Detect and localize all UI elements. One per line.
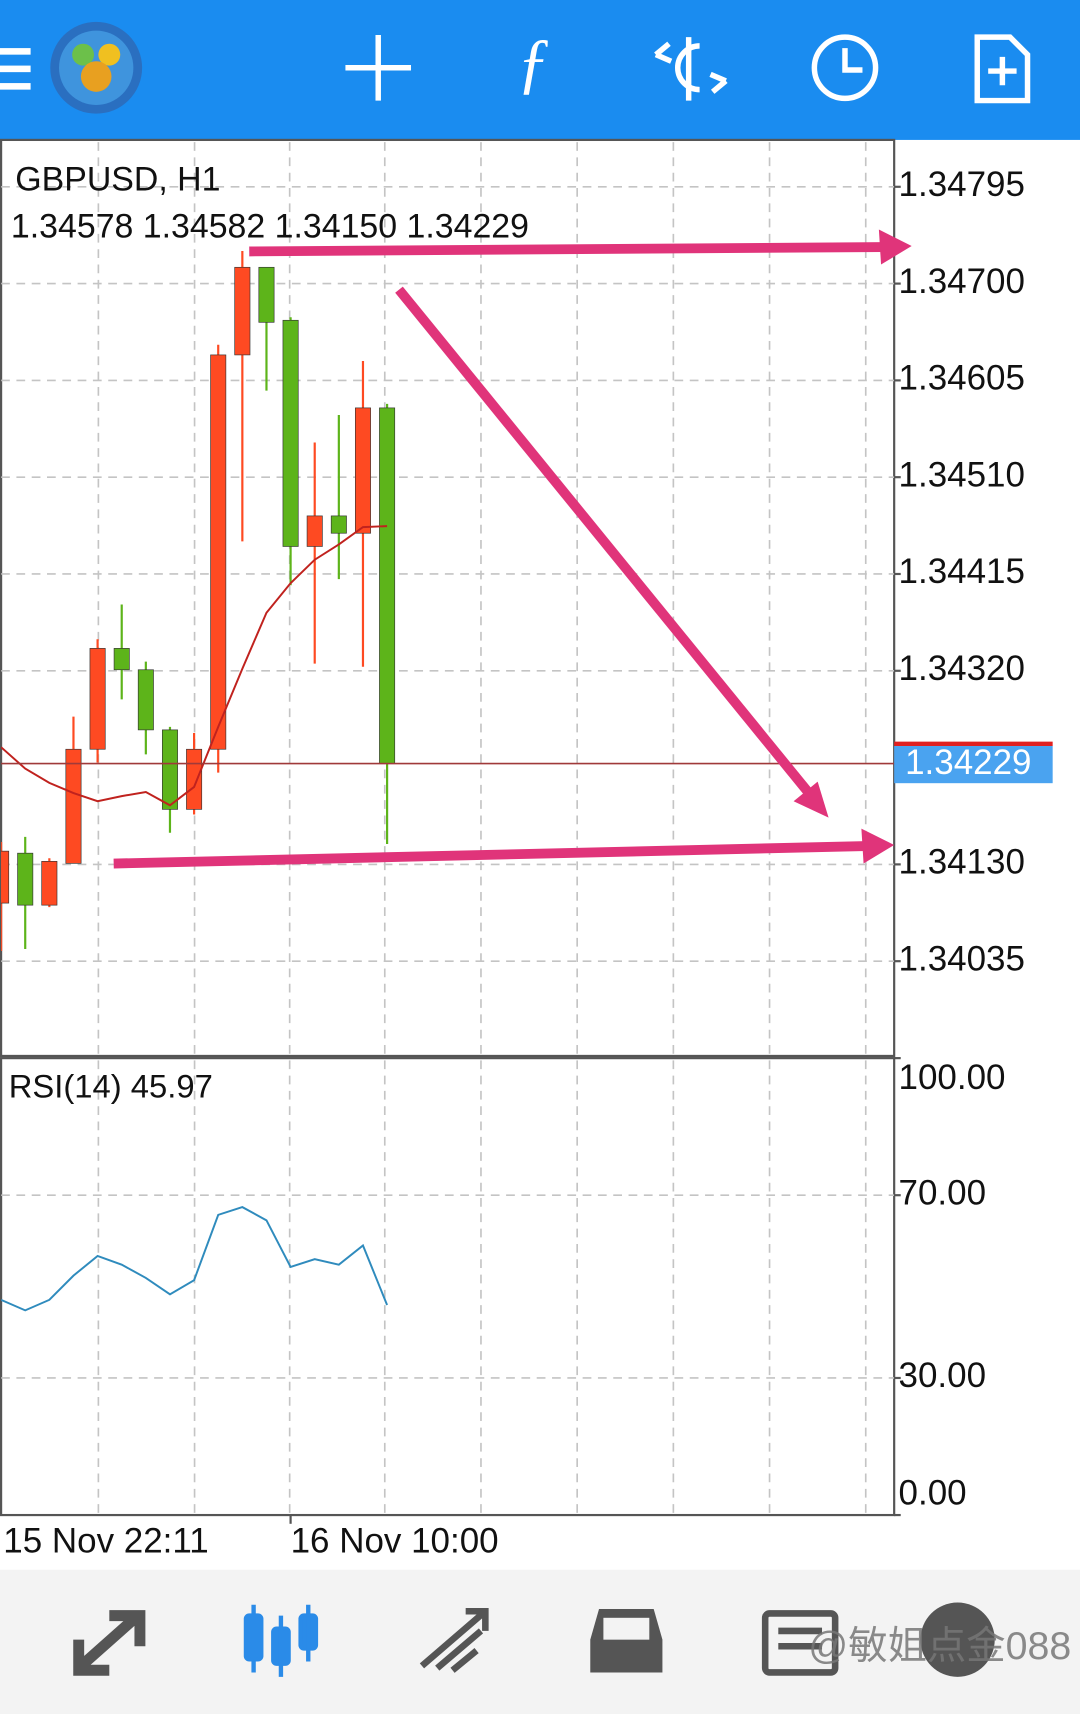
y-tick-label: 1.34320 bbox=[899, 649, 1025, 688]
candle-body bbox=[137, 669, 154, 731]
candle-body bbox=[210, 354, 227, 750]
trade-tab[interactable] bbox=[419, 1607, 489, 1673]
trade-button[interactable] bbox=[654, 37, 728, 101]
candle-body bbox=[65, 748, 82, 864]
new-order-button[interactable] bbox=[974, 34, 1031, 104]
quotes-tab[interactable] bbox=[73, 1610, 146, 1676]
annotation-arrows bbox=[113, 229, 912, 869]
y-tick-label: 1.34130 bbox=[899, 843, 1025, 882]
current-price-box bbox=[894, 746, 1053, 784]
axes: 1.34795 1.34700 1.34605 1.34510 1.34415 1.343… bbox=[289, 165, 1053, 1561]
settings-tab[interactable] bbox=[920, 1602, 995, 1677]
rsi-title: RSI(14) 45.97 bbox=[9, 1067, 213, 1104]
y-tick-label: 30.00 bbox=[899, 1356, 987, 1395]
y-tick-label: 1.34700 bbox=[899, 262, 1025, 301]
candle-body bbox=[113, 648, 130, 671]
timeframe-button[interactable] bbox=[811, 34, 879, 102]
x-tick-label: 16 Nov 10:00 bbox=[291, 1522, 499, 1561]
bottom-nav: @敏姐点金088 bbox=[0, 1569, 1080, 1714]
candle-body bbox=[354, 407, 371, 534]
y-tick-label: 1.34605 bbox=[899, 359, 1025, 398]
chart-title: GBPUSD, H1 bbox=[15, 160, 220, 198]
candle-body bbox=[17, 852, 34, 906]
rsi-plot bbox=[1, 1194, 895, 1379]
candle-body bbox=[330, 515, 347, 534]
price-pane bbox=[0, 138, 896, 1058]
candle-body bbox=[89, 648, 106, 750]
y-tick-label: 100.00 bbox=[899, 1058, 1006, 1097]
y-tick-label: 70.00 bbox=[899, 1173, 987, 1212]
y-tick-label: 1.34415 bbox=[899, 552, 1025, 591]
candle-body bbox=[306, 515, 323, 547]
y-tick-label: 0.00 bbox=[899, 1474, 967, 1513]
history-tab[interactable] bbox=[590, 1609, 663, 1673]
app-logo[interactable] bbox=[50, 21, 143, 114]
current-price-label: 1.34229 bbox=[905, 743, 1031, 782]
rsi-pane bbox=[0, 1057, 896, 1517]
candle-body bbox=[161, 729, 178, 810]
candle-body bbox=[282, 319, 299, 547]
candle-body bbox=[1, 850, 10, 904]
bottom-nav-bg bbox=[0, 1569, 1080, 1714]
candle-body bbox=[234, 266, 251, 356]
watermark: @敏姐点金088 bbox=[808, 1624, 1071, 1668]
ohlc-label: 1.34578 1.34582 1.34150 1.34229 bbox=[11, 207, 529, 245]
candle-body bbox=[379, 407, 396, 764]
x-start-label: 15 Nov 22:11 bbox=[3, 1522, 208, 1561]
candle-body bbox=[186, 748, 203, 810]
moving-average bbox=[1, 525, 388, 807]
menu-button[interactable] bbox=[0, 48, 31, 90]
messages-tab[interactable] bbox=[761, 1610, 839, 1676]
candle-body bbox=[258, 266, 275, 323]
price-plot bbox=[1, 185, 895, 963]
y-tick-label: 1.34510 bbox=[899, 455, 1025, 494]
toolbar: ƒ bbox=[0, 0, 1080, 140]
chart-tab[interactable] bbox=[243, 1604, 319, 1677]
crosshair-button[interactable] bbox=[345, 34, 412, 101]
toolbar-bg bbox=[0, 0, 1080, 140]
rsi-line bbox=[1, 1206, 389, 1312]
indicators-button[interactable]: ƒ bbox=[516, 26, 550, 101]
candle-body bbox=[41, 861, 58, 906]
y-tick-label: 1.34035 bbox=[899, 939, 1025, 978]
y-tick-label: 1.34795 bbox=[899, 165, 1025, 204]
